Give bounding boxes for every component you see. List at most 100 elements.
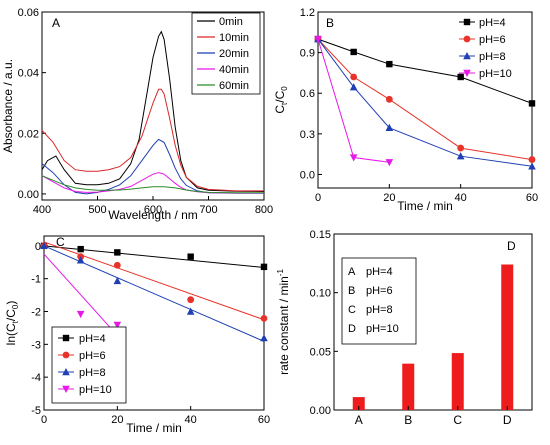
x-tick-label: 60	[258, 414, 270, 426]
legend: pH=4 pH=6 pH=8 pH=10	[459, 17, 512, 80]
bar-B	[402, 363, 415, 410]
x-tick-label: 800	[255, 204, 273, 216]
data-point	[385, 159, 394, 167]
legend-label: 40min	[219, 64, 249, 76]
y-label-part: /C	[4, 309, 18, 321]
legend-label: pH=4	[366, 266, 393, 278]
x-axis-label: Time / min	[126, 421, 182, 435]
data-point	[260, 334, 268, 342]
data-point	[187, 296, 195, 304]
legend-label: 20min	[219, 48, 249, 60]
legend-marker	[62, 385, 70, 393]
panel-label: D	[507, 239, 516, 253]
panel-C: 0 20 40 60 0 -1 -2 -3 -4 -5 CpH=4 pH=6 pH=8 pH=10 Time…	[4, 235, 270, 435]
legend-marker	[463, 35, 471, 43]
legend-label: 60min	[219, 80, 249, 92]
data-point	[385, 95, 393, 103]
x-tick-label: A	[355, 413, 363, 427]
data-point	[113, 261, 121, 269]
y-label-part: ln(C	[4, 323, 18, 345]
plot-frame	[43, 235, 265, 411]
x-tick-label: 0	[41, 414, 47, 426]
x-tick-label: 20	[383, 192, 395, 204]
data-point	[40, 241, 48, 250]
legend-label: pH=4	[479, 17, 506, 29]
y-label-subscript: t	[280, 102, 289, 105]
y-tick-label: 0	[35, 241, 41, 253]
legend-key: B	[348, 285, 355, 297]
y-tick-label: 0.3	[300, 129, 315, 141]
x-tick-label: 60	[526, 192, 538, 204]
data-point	[76, 310, 85, 319]
y-tick-label: 0.04	[18, 68, 39, 80]
data-point	[528, 100, 536, 107]
x-axis-label: Wavelength / nm	[108, 208, 198, 222]
legend-key: D	[348, 323, 356, 335]
legend-label: pH=6	[479, 34, 506, 46]
panel-label: C	[56, 235, 65, 249]
panel-A: 400 500 600 700 800 0.00 0.02 0.04 0.06 A 0min 10mi…	[1, 7, 273, 222]
y-tick-label: -2	[31, 307, 41, 319]
legend-key: C	[348, 304, 356, 316]
legend-label: pH=6	[79, 350, 106, 362]
y-tick-label: 0.05	[310, 346, 331, 358]
y-tick-label: 0.6	[300, 88, 315, 100]
legend-label: 10min	[219, 32, 249, 44]
legend-marker	[463, 18, 471, 26]
x-tick-label: D	[503, 413, 512, 427]
y-label-part: C	[273, 105, 287, 114]
y-tick-label: -5	[31, 405, 41, 417]
y-label-part: rate constant / min	[277, 276, 291, 375]
data-point	[386, 60, 393, 68]
data-point	[528, 162, 536, 170]
legend-marker	[463, 69, 471, 77]
data-point	[457, 144, 465, 152]
legend-marker	[463, 52, 471, 60]
data-point	[350, 73, 358, 81]
data-point	[114, 249, 121, 256]
y-tick-label: 1.2	[300, 7, 315, 19]
bar-C	[451, 353, 464, 410]
legend-marker	[62, 334, 70, 342]
legend-label: pH=8	[79, 367, 106, 379]
data-point	[457, 73, 464, 81]
y-tick-label: -1	[31, 274, 41, 286]
fit-line-pH=4	[43, 245, 265, 269]
panel-B: 0 20 40 60 0.0 0.3 0.6 0.9 1.2 B pH=4 pH=6 pH=8 pH=10…	[273, 7, 538, 213]
data-point	[528, 156, 536, 163]
x-tick-label: 0	[315, 192, 321, 204]
data-point	[113, 276, 122, 285]
legend: pH=4 pH=6 pH=8 pH=10	[51, 326, 127, 404]
y-tick-label: 0.15	[310, 229, 331, 241]
data-point	[385, 123, 394, 131]
y-axis-label: ln(Ct/C0)	[4, 301, 20, 346]
x-tick-label: 400	[33, 204, 51, 216]
data-point	[76, 256, 85, 264]
legend-box	[341, 257, 417, 345]
bar-D	[501, 264, 514, 410]
data-point	[186, 307, 195, 315]
y-tick-label: -3	[31, 339, 41, 351]
y-label-part: )	[4, 301, 18, 305]
legend-key: A	[348, 266, 356, 278]
data-point	[187, 253, 194, 260]
y-tick-label: 0.06	[18, 7, 39, 19]
data-point	[77, 245, 84, 253]
y-axis-label: rate constant / min-1	[276, 269, 291, 375]
data-point	[349, 154, 358, 162]
legend-label: pH=8	[479, 51, 506, 63]
y-axis-label: Absorbance / a.u.	[1, 59, 15, 153]
x-tick-label: C	[453, 413, 462, 427]
y-tick-label: 0.0	[300, 169, 315, 181]
data-point	[113, 321, 122, 329]
data-point	[350, 48, 357, 56]
legend: 0min 10min 20min 40min 60min	[191, 12, 261, 95]
data-point	[456, 152, 465, 160]
y-label-part: /C	[273, 90, 287, 102]
data-point	[349, 83, 358, 91]
legend-label: pH=10	[366, 323, 399, 335]
y-tick-label: 0.10	[310, 288, 331, 300]
y-tick-label: -4	[31, 372, 41, 384]
